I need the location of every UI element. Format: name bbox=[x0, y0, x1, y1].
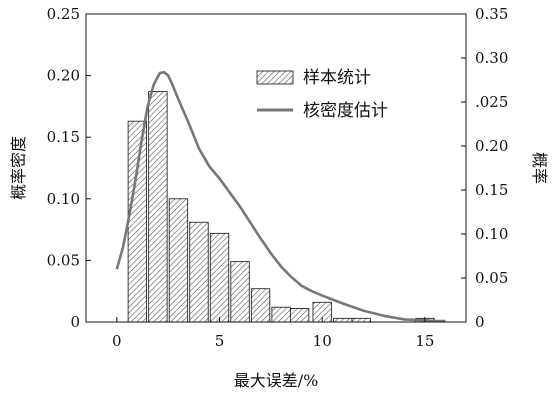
y-right-tick-label: 0.15 bbox=[475, 181, 508, 199]
y-right-tick-label: 0.20 bbox=[475, 137, 508, 155]
y-right-tick-label: 0.35 bbox=[475, 5, 508, 23]
histogram-bar bbox=[271, 306, 291, 323]
x-tick-label: 15 bbox=[415, 332, 434, 350]
y-left-tick-label: 0.05 bbox=[47, 251, 80, 269]
legend-label-kde: 核密度估计 bbox=[303, 101, 388, 121]
histogram-bar bbox=[168, 198, 189, 323]
y-axis-left-label: 概率密度 bbox=[9, 136, 28, 200]
histogram-bar bbox=[148, 91, 168, 323]
y-right-tick-label: 0.05 bbox=[475, 269, 508, 287]
x-tick-label: 10 bbox=[313, 332, 332, 350]
y-axis-left: 0 0.05 0.10 0.15 0.20 0.25 bbox=[47, 5, 91, 331]
histogram-bar bbox=[209, 232, 230, 323]
y-left-tick-label: 0.15 bbox=[47, 128, 80, 146]
y-right-tick-label: 0 bbox=[475, 313, 485, 331]
legend-label-histogram: 样本统计 bbox=[303, 68, 371, 88]
x-axis: 0 5 10 15 bbox=[112, 317, 434, 350]
histogram-bar bbox=[351, 317, 371, 323]
y-left-tick-label: 0.10 bbox=[47, 190, 80, 208]
y-right-tick-label: 0.30 bbox=[475, 49, 508, 67]
legend-swatch-histogram bbox=[256, 70, 294, 85]
y-right-tick-label: .025 bbox=[475, 93, 508, 111]
histogram-bar bbox=[189, 221, 209, 323]
y-left-tick-label: 0.25 bbox=[47, 5, 80, 23]
y-left-tick-label: 0.20 bbox=[47, 67, 80, 85]
y-left-tick-label: 0 bbox=[70, 313, 80, 331]
histogram-bar bbox=[289, 308, 310, 323]
histogram-bar bbox=[127, 120, 147, 323]
x-tick-label: 0 bbox=[112, 332, 122, 350]
x-axis-label: 最大误差/% bbox=[234, 371, 319, 390]
legend: 样本统计 核密度估计 bbox=[256, 68, 388, 121]
histogram-bar bbox=[230, 261, 250, 323]
histogram-bars bbox=[127, 91, 435, 323]
plot-frame bbox=[85, 13, 467, 323]
kde-curve-layer bbox=[115, 70, 446, 323]
y-right-tick-label: 0.10 bbox=[475, 225, 508, 243]
y-axis-right: 0 0.05 0.10 0.15 0.20 .025 0.30 0.35 bbox=[461, 5, 508, 331]
histogram-bar bbox=[333, 317, 353, 323]
histogram-bar bbox=[250, 288, 271, 323]
y-axis-right-label: 概率 bbox=[530, 152, 549, 184]
x-tick-label: 5 bbox=[215, 332, 225, 350]
kde-curve bbox=[115, 70, 446, 323]
